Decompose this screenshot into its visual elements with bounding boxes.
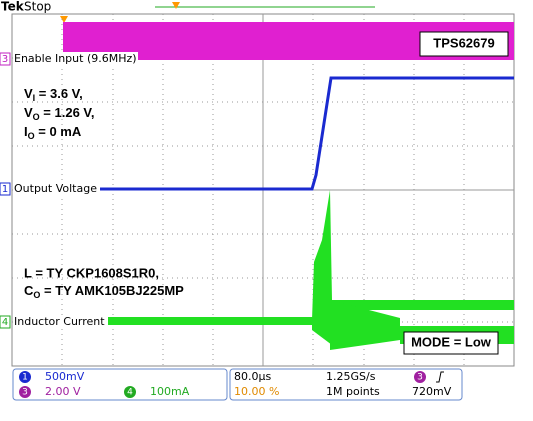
ch3-scale: 2.00 V xyxy=(45,385,81,398)
trigger-position-marker xyxy=(60,16,68,23)
ch3-badge-text: 3 xyxy=(2,54,8,65)
ch1-label: Output Voltage xyxy=(14,182,97,195)
output-voltage-waveform xyxy=(100,76,514,191)
device-name: TPS62679 xyxy=(433,35,494,50)
status-bar xyxy=(12,368,463,401)
sample-rate: 1.25GS/s xyxy=(326,370,376,383)
ch3-right-marker xyxy=(507,38,512,44)
condition: IO = 0 mA xyxy=(24,124,82,141)
ch1-badge xyxy=(0,182,11,196)
ch1-status-badge: 1 xyxy=(22,373,28,383)
ch4-badge xyxy=(0,315,11,329)
brand: Tek xyxy=(1,0,25,14)
ch4-label-bg xyxy=(13,315,108,329)
acquisition-state: Stop xyxy=(24,0,51,14)
trigger-marker xyxy=(172,2,180,9)
ch4-label: Inductor Current xyxy=(14,315,105,328)
ch3-label-bg xyxy=(13,52,138,66)
ch3-badge xyxy=(0,52,11,66)
ch1-scale: 500mV xyxy=(45,370,85,383)
capacitor-note: CO = TY AMK105BJ225MP xyxy=(24,283,184,300)
ch3-label: Enable Input (9.6MHz) xyxy=(14,52,137,65)
device-box xyxy=(419,31,509,57)
timebase: 80.0µs xyxy=(234,370,271,383)
record-length: 1M points xyxy=(326,385,380,398)
ch4-badge-text: 4 xyxy=(2,317,8,328)
ch1-badge-text: 1 xyxy=(2,184,8,195)
ch1-label-bg xyxy=(13,182,100,196)
ch4-scale: 100mA xyxy=(150,385,190,398)
mode-note: MODE = Low xyxy=(411,334,492,349)
mode-box xyxy=(403,331,499,355)
inductor-note: L = TY CKP1608S1R0, xyxy=(24,265,159,280)
trigger-level: 720mV xyxy=(412,385,452,398)
ch4-status-badge: 4 xyxy=(127,388,133,398)
condition: VI = 3.6 V, xyxy=(24,86,83,103)
trigger-badge: 3 xyxy=(417,373,423,383)
ch3-status-badge: 3 xyxy=(22,388,28,398)
trigger-position: 10.00 % xyxy=(234,385,279,398)
condition: VO = 1.26 V, xyxy=(24,105,95,122)
